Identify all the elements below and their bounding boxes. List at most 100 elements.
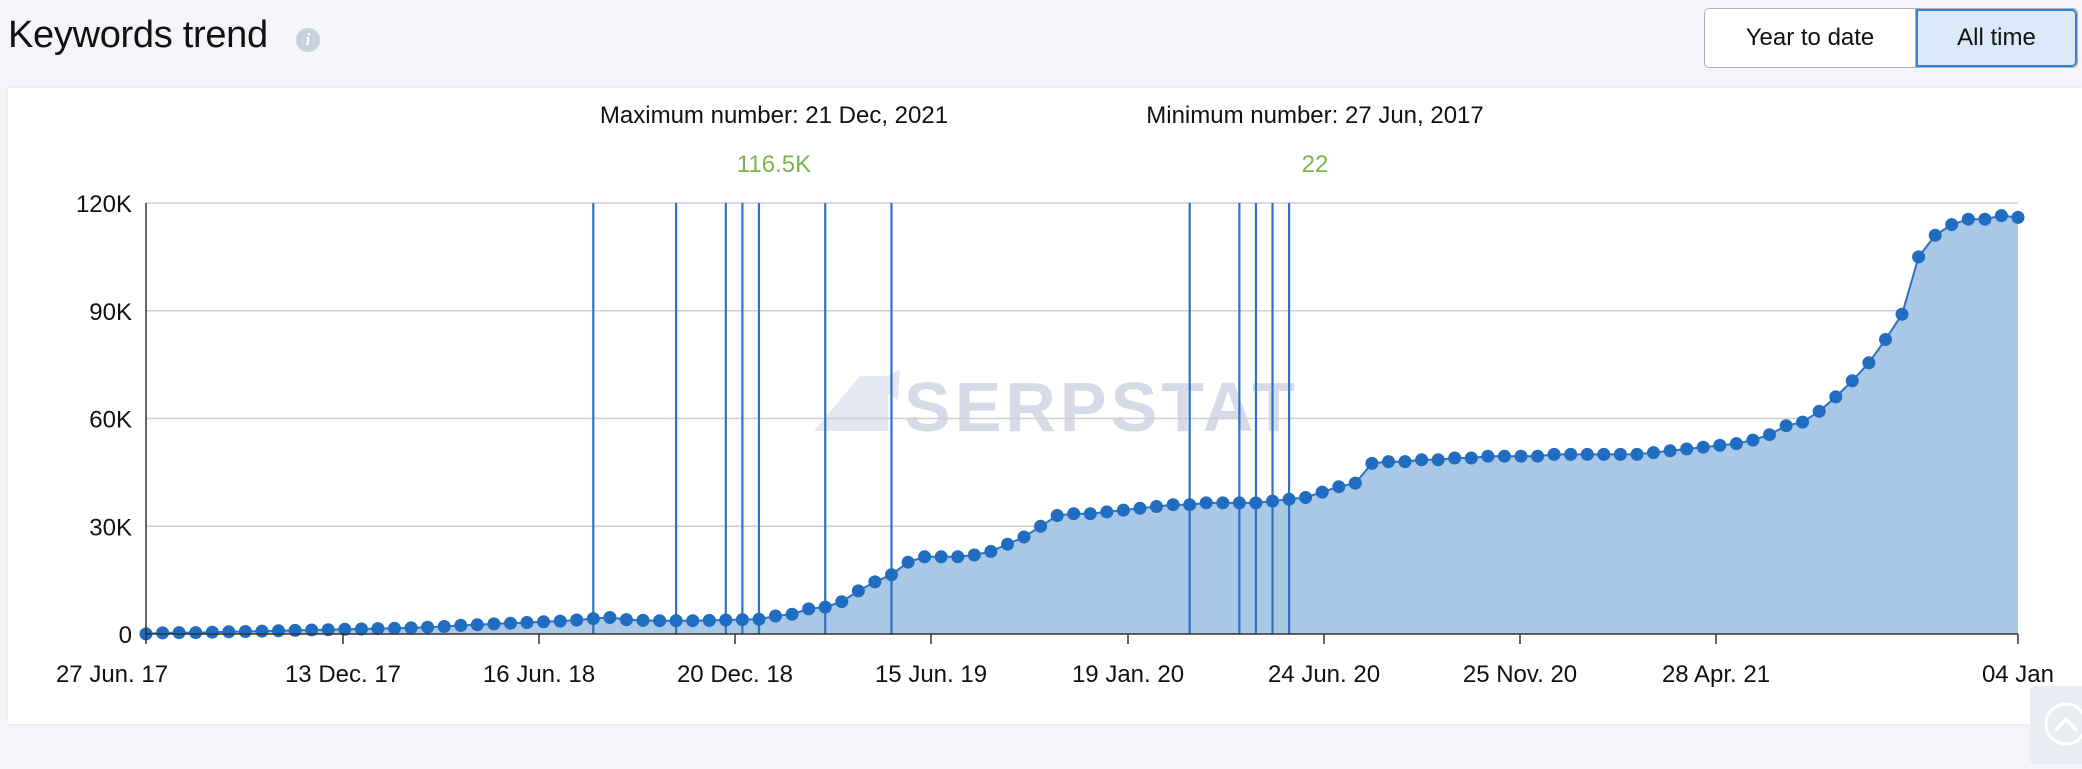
data-point[interactable] (918, 550, 932, 564)
info-icon[interactable]: i (296, 28, 320, 52)
data-point[interactable] (156, 626, 170, 640)
data-point[interactable] (1531, 449, 1545, 463)
data-point[interactable] (1961, 212, 1975, 226)
data-point[interactable] (1050, 509, 1064, 522)
data-point[interactable] (1398, 455, 1412, 469)
data-point[interactable] (686, 614, 700, 628)
data-point[interactable] (636, 613, 650, 627)
data-point[interactable] (1680, 442, 1694, 456)
data-point[interactable] (1183, 498, 1197, 512)
data-point[interactable] (1746, 433, 1760, 447)
data-point[interactable] (1829, 390, 1843, 404)
data-point[interactable] (1083, 507, 1097, 521)
data-point[interactable] (1448, 451, 1462, 465)
data-point[interactable] (1895, 307, 1909, 321)
data-point[interactable] (238, 625, 252, 638)
data-point[interactable] (1266, 494, 1279, 508)
data-point[interactable] (255, 624, 269, 638)
data-point[interactable] (719, 613, 733, 627)
data-point[interactable] (1017, 530, 1031, 544)
data-point[interactable] (1647, 446, 1660, 460)
data-point[interactable] (619, 613, 633, 627)
data-point[interactable] (520, 616, 534, 629)
data-point[interactable] (967, 548, 981, 562)
data-point[interactable] (1564, 447, 1578, 461)
data-point[interactable] (1001, 537, 1014, 551)
data-point[interactable] (1812, 404, 1826, 418)
data-point[interactable] (851, 584, 865, 598)
data-point[interactable] (1100, 505, 1114, 519)
data-point[interactable] (1497, 449, 1511, 463)
data-point[interactable] (222, 625, 236, 639)
data-point[interactable] (702, 613, 716, 627)
data-point[interactable] (2011, 210, 2025, 224)
data-point[interactable] (1464, 451, 1478, 465)
data-point[interactable] (205, 625, 219, 639)
data-point[interactable] (1382, 455, 1395, 469)
data-point[interactable] (272, 624, 285, 638)
data-point[interactable] (470, 618, 484, 632)
data-point[interactable] (570, 613, 584, 627)
data-point[interactable] (1630, 447, 1644, 461)
data-point[interactable] (901, 555, 915, 569)
data-point[interactable] (172, 626, 186, 640)
data-point[interactable] (1763, 428, 1776, 442)
data-point[interactable] (1481, 449, 1495, 463)
data-point[interactable] (1597, 447, 1611, 461)
data-point[interactable] (1067, 507, 1081, 521)
data-point[interactable] (1845, 374, 1859, 388)
data-point[interactable] (1713, 438, 1727, 452)
data-point[interactable] (603, 611, 617, 624)
data-point[interactable] (1133, 501, 1147, 515)
data-point[interactable] (437, 620, 451, 633)
data-point[interactable] (885, 568, 898, 582)
data-point[interactable] (1663, 444, 1677, 458)
data-point[interactable] (354, 622, 368, 636)
data-point[interactable] (735, 613, 749, 627)
data-point[interactable] (1249, 496, 1263, 510)
data-point[interactable] (454, 618, 468, 632)
data-point[interactable] (1299, 491, 1313, 504)
all-time-button[interactable]: All time (1916, 9, 2077, 67)
data-point[interactable] (818, 600, 832, 614)
data-point[interactable] (1547, 447, 1561, 461)
data-point[interactable] (1696, 440, 1710, 454)
data-point[interactable] (1199, 496, 1213, 510)
data-point[interactable] (553, 614, 567, 628)
data-point[interactable] (752, 612, 766, 626)
data-point[interactable] (1282, 492, 1296, 506)
data-point[interactable] (802, 602, 816, 616)
data-point[interactable] (1365, 456, 1379, 470)
data-point[interactable] (288, 623, 302, 637)
data-point[interactable] (1150, 500, 1163, 513)
data-point[interactable] (785, 607, 799, 621)
data-point[interactable] (835, 595, 849, 609)
data-point[interactable] (1116, 503, 1130, 517)
data-point[interactable] (1879, 333, 1892, 346)
data-point[interactable] (1216, 496, 1230, 510)
data-point[interactable] (1862, 356, 1876, 370)
data-point[interactable] (1994, 209, 2008, 223)
data-point[interactable] (769, 609, 782, 623)
data-point[interactable] (1348, 476, 1362, 490)
data-point[interactable] (388, 621, 401, 635)
data-point[interactable] (868, 575, 882, 589)
year-to-date-button[interactable]: Year to date (1705, 9, 1916, 67)
data-point[interactable] (1315, 485, 1329, 499)
data-point[interactable] (653, 614, 667, 628)
data-point[interactable] (934, 550, 948, 564)
data-point[interactable] (338, 622, 352, 636)
data-point[interactable] (1613, 447, 1627, 461)
data-point[interactable] (321, 623, 335, 637)
data-point[interactable] (1945, 218, 1959, 232)
data-point[interactable] (1580, 447, 1594, 461)
data-point[interactable] (537, 615, 551, 629)
scroll-to-top-button[interactable] (2030, 686, 2082, 764)
data-point[interactable] (1796, 415, 1810, 429)
data-point[interactable] (669, 614, 683, 628)
data-point[interactable] (1232, 496, 1246, 510)
data-point[interactable] (951, 550, 965, 564)
data-point[interactable] (1729, 437, 1743, 451)
data-point[interactable] (1166, 498, 1180, 512)
data-point[interactable] (404, 621, 418, 635)
